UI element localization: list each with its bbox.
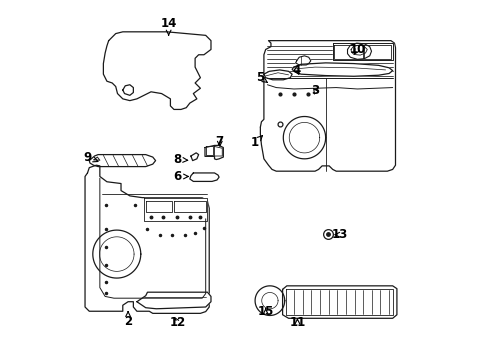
Polygon shape <box>189 173 219 181</box>
Text: 5: 5 <box>256 71 267 84</box>
Polygon shape <box>204 145 223 159</box>
Text: 2: 2 <box>124 311 132 328</box>
Text: 1: 1 <box>250 136 262 149</box>
Text: 9: 9 <box>83 150 98 163</box>
Text: 4: 4 <box>292 64 300 77</box>
Text: 13: 13 <box>331 228 347 241</box>
Text: 10: 10 <box>348 43 365 56</box>
Polygon shape <box>347 43 371 59</box>
Polygon shape <box>85 165 209 313</box>
Polygon shape <box>143 198 207 221</box>
Polygon shape <box>291 63 392 76</box>
Text: 7: 7 <box>215 135 224 148</box>
Text: 12: 12 <box>169 316 185 329</box>
Polygon shape <box>137 292 210 309</box>
Polygon shape <box>190 153 198 161</box>
Polygon shape <box>264 70 291 80</box>
Text: 14: 14 <box>160 17 177 35</box>
Polygon shape <box>332 43 392 60</box>
Text: 3: 3 <box>310 84 319 97</box>
Polygon shape <box>295 56 310 65</box>
Polygon shape <box>103 32 210 109</box>
Polygon shape <box>89 154 155 167</box>
Text: 15: 15 <box>257 305 273 318</box>
Polygon shape <box>282 286 396 318</box>
Polygon shape <box>260 41 395 171</box>
Text: 11: 11 <box>289 316 305 329</box>
Text: 6: 6 <box>173 170 188 183</box>
Text: 8: 8 <box>173 153 187 166</box>
